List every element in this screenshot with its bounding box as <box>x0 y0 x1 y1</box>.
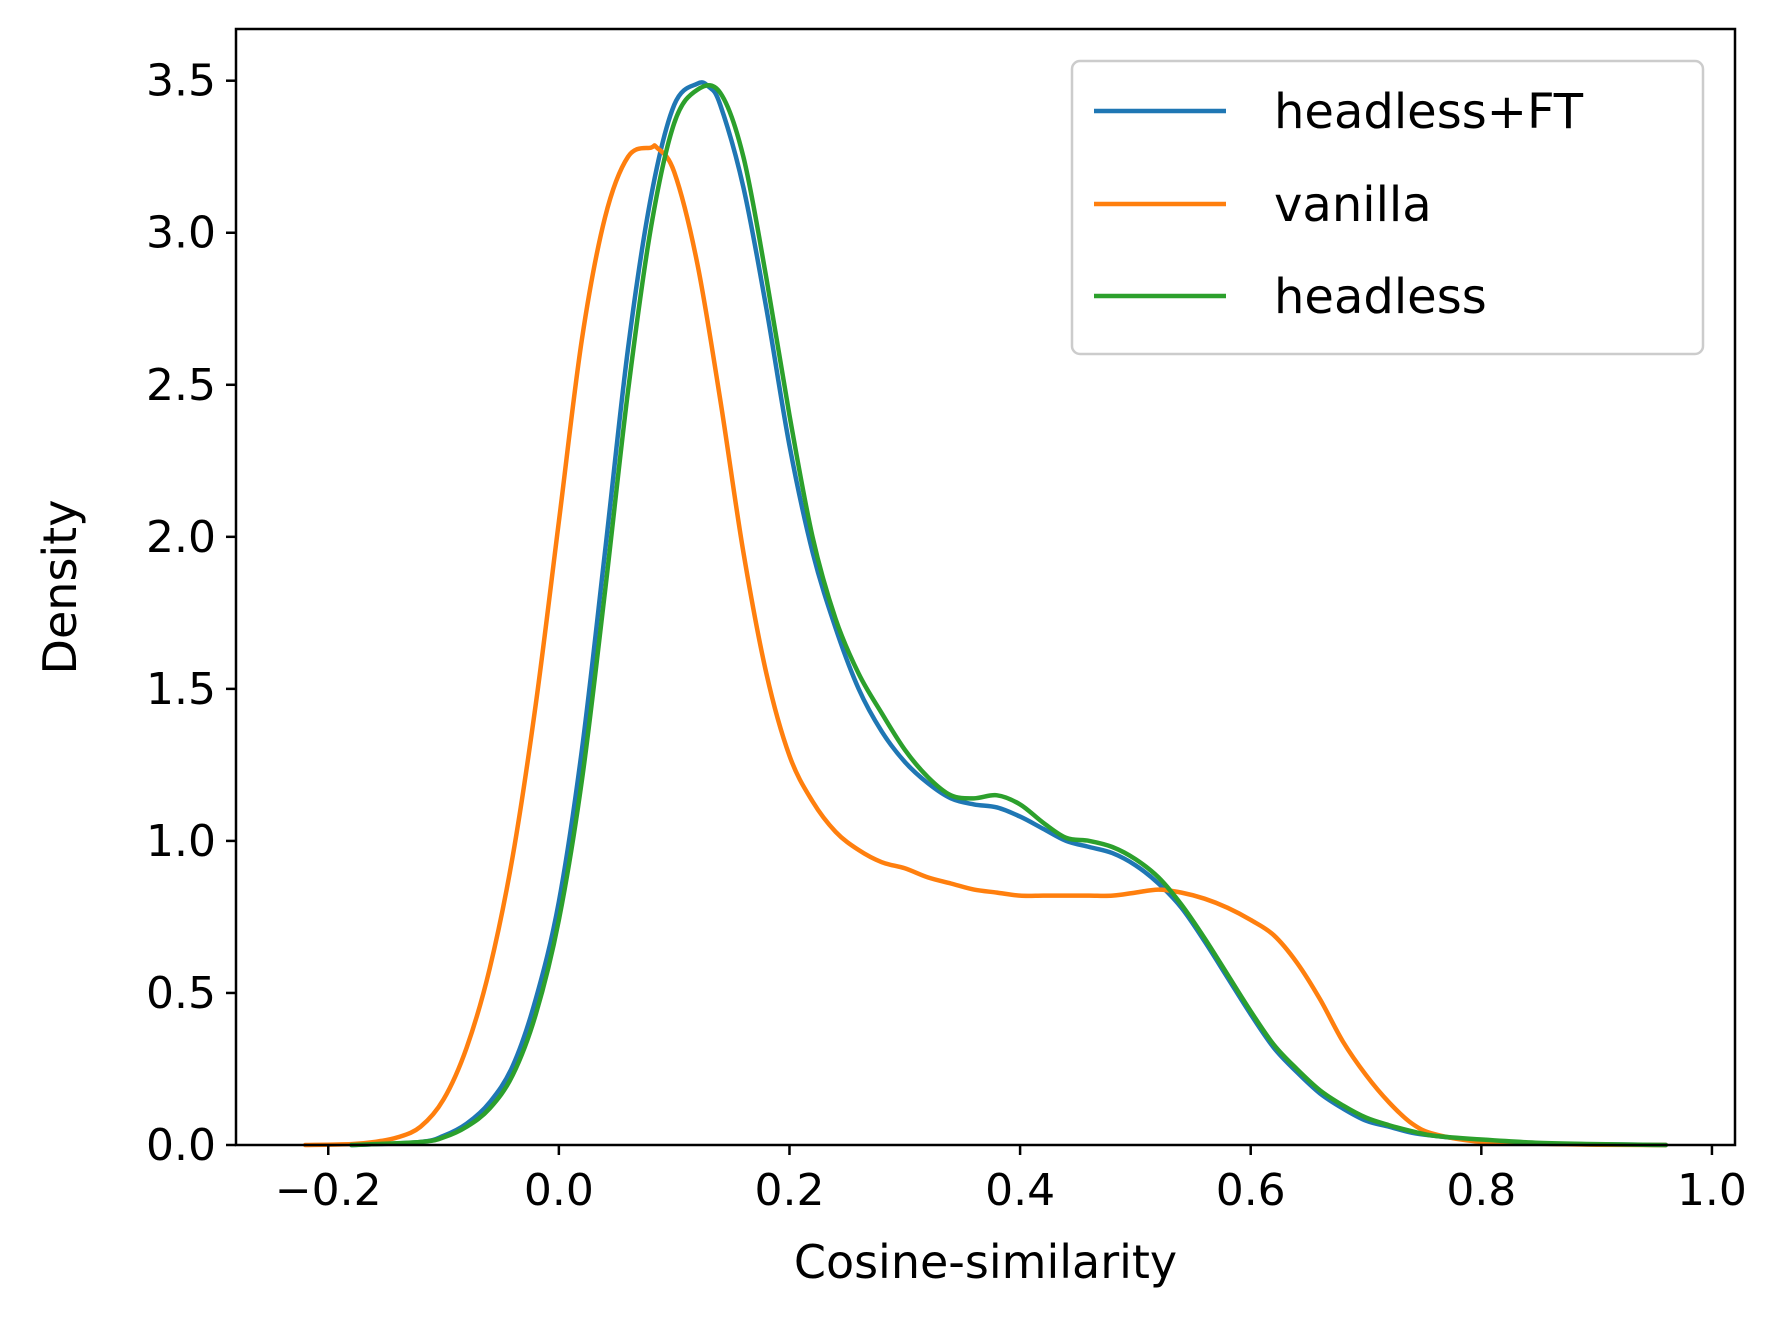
y-axis: 0.0 0.5 1.0 1.5 2.0 2.5 3.0 3.5 <box>146 56 236 1171</box>
x-tick-label: 0.6 <box>1216 1165 1286 1216</box>
series-line-vanilla <box>302 143 1669 1148</box>
x-tick-label: −0.2 <box>275 1165 382 1216</box>
y-tick-label: 0.0 <box>146 1120 216 1171</box>
y-tick-label: 2.5 <box>146 360 216 411</box>
y-tick-label: 3.0 <box>146 208 216 259</box>
x-tick-label: 0.0 <box>524 1165 594 1216</box>
x-axis-label: Cosine-similarity <box>794 1235 1177 1289</box>
y-tick-label: 1.0 <box>146 816 216 867</box>
x-tick-label: 0.2 <box>754 1165 824 1216</box>
y-tick-label: 1.5 <box>146 664 216 715</box>
plot-area <box>302 80 1669 1148</box>
legend-box <box>1070 59 1705 356</box>
y-tick-label: 2.0 <box>146 512 216 563</box>
legend-label-headless: headless <box>1274 269 1487 325</box>
x-tick-label: 1.0 <box>1677 1165 1747 1216</box>
legend-label-vanilla: vanilla <box>1274 177 1432 233</box>
x-tick-label: 0.8 <box>1446 1165 1516 1216</box>
plot-frame <box>234 27 1737 1147</box>
y-tick-label: 3.5 <box>146 56 216 107</box>
legend-label-headless-ft: headless+FT <box>1274 84 1584 140</box>
y-axis-label: Density <box>33 500 87 675</box>
x-tick-label: 0.4 <box>985 1165 1055 1216</box>
x-axis: −0.2 0.0 0.2 0.4 0.6 0.8 1.0 <box>275 1145 1747 1216</box>
y-tick-label: 0.5 <box>146 968 216 1019</box>
series-line-headless <box>349 83 1669 1148</box>
legend: headless+FT vanilla headless <box>1070 59 1705 356</box>
series-line-headless-ft <box>349 80 1669 1148</box>
